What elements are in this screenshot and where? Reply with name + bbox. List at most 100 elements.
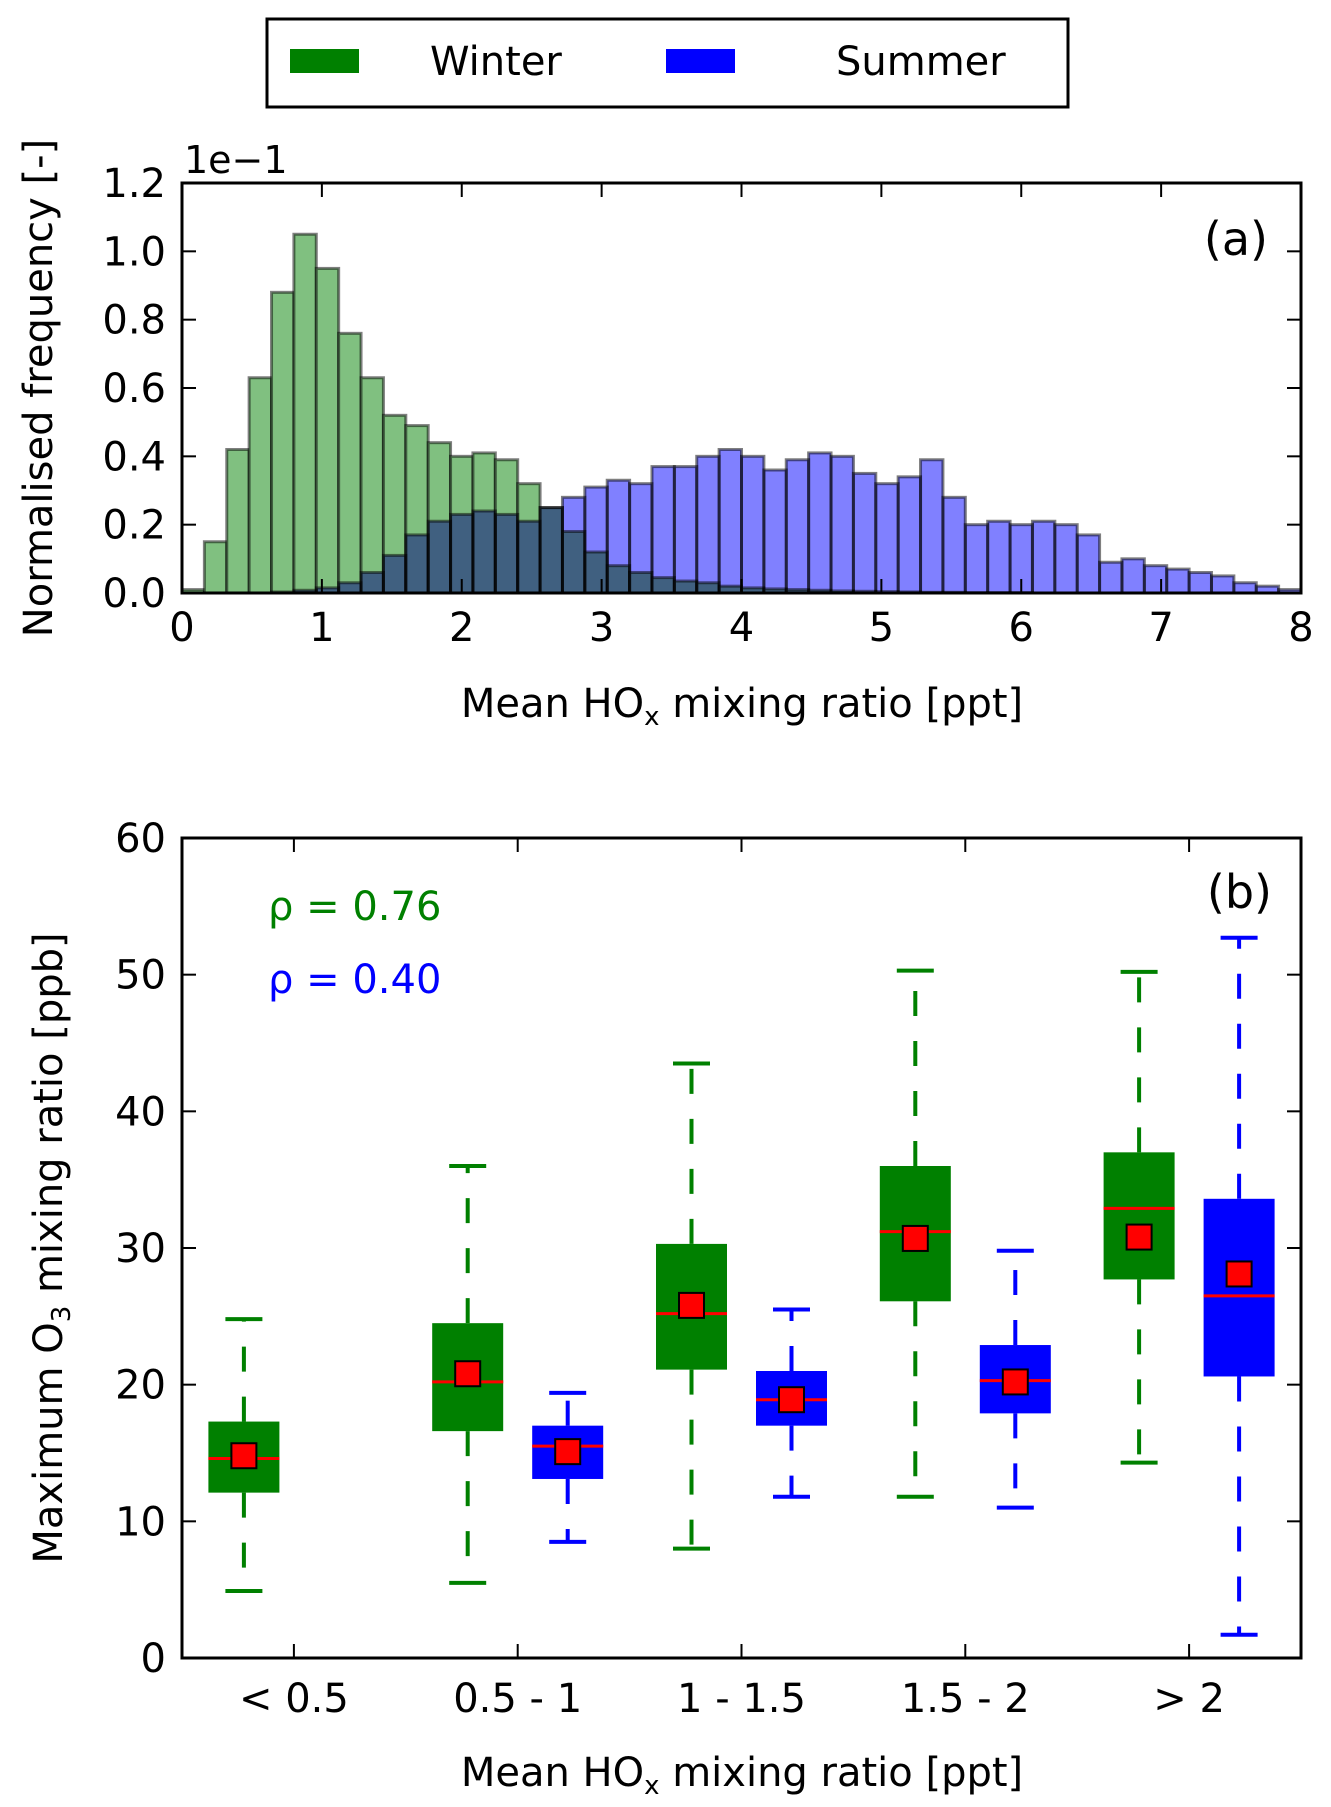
legend-swatch-summer — [666, 49, 735, 73]
legend-label-winter: Winter — [430, 39, 562, 85]
histogram-bar-summer — [762, 468, 788, 595]
y-label-pre: Maximum O — [26, 1322, 72, 1563]
histogram-bar-summer — [1142, 564, 1169, 595]
y-tick-label: 60 — [115, 816, 166, 862]
x-tick-label: 3 — [589, 605, 614, 651]
x-tick-label: 1.5 - 2 — [901, 1676, 1030, 1722]
histogram-bar-summer — [986, 519, 1012, 595]
histogram-bar-winter — [314, 266, 341, 595]
histogram-bar-summer — [337, 581, 363, 595]
x-tick-label: 7 — [1148, 605, 1173, 651]
histogram-bar-winter — [292, 232, 318, 595]
mean-marker-summer — [778, 1386, 805, 1414]
histogram-bar-summer — [941, 495, 967, 595]
histogram-bar-summer — [516, 519, 542, 595]
boxplot-panel-label: (b) — [1207, 865, 1272, 919]
histogram-bar-summer — [829, 454, 855, 595]
histogram-bar-summer — [695, 454, 721, 595]
histogram-bar-summer — [404, 533, 430, 595]
histogram-bar-winter — [270, 290, 296, 595]
x-label-suffix: mixing ratio [ppt] — [660, 1750, 1024, 1796]
histogram-bar-winter — [202, 540, 229, 595]
histogram-bar-summer — [1120, 557, 1146, 595]
histogram-bar-summer — [717, 448, 743, 595]
histogram-bar-summer — [740, 454, 766, 595]
y-tick-label: 40 — [115, 1089, 166, 1135]
histogram-bar-summer — [963, 523, 990, 595]
y-tick-label: 0 — [141, 1636, 166, 1682]
y-tick-label: 10 — [115, 1499, 166, 1545]
y-label-sub: 3 — [47, 1306, 77, 1323]
boxplot-boxes — [208, 935, 1275, 1637]
x-tick-label: 5 — [869, 605, 894, 651]
histogram-bar-winter — [225, 448, 251, 595]
histogram-bar-summer — [381, 553, 408, 595]
x-label-suffix: mixing ratio [ppt] — [660, 681, 1024, 727]
histogram-bar-summer — [605, 478, 632, 595]
histogram-panel-label: (a) — [1204, 212, 1268, 266]
histogram-bar-summer — [1165, 567, 1191, 595]
histogram-bar-summer — [672, 465, 699, 595]
y-tick-label: 0.0 — [102, 571, 166, 617]
histogram-offset-text: 1e−1 — [184, 138, 288, 182]
histogram-bar-summer — [538, 506, 564, 595]
x-tick-label: 0 — [169, 605, 194, 651]
y-tick-label: 30 — [115, 1226, 166, 1272]
box-winter — [1103, 1152, 1175, 1280]
x-label-sub: x — [644, 702, 659, 732]
boxplot-panel: < 0.5 0.5 - 1 1 - 1.5 1.5 - 2 > 2 0 10 20 30 40 5… — [26, 816, 1303, 1801]
histogram-bar-summer — [650, 465, 676, 595]
histogram-y-axis-label: Normalised frequency [-] — [16, 139, 62, 637]
histogram-x-ticks: 0 1 2 3 4 5 6 7 8 — [169, 183, 1314, 651]
y-tick-label: 0.6 — [102, 366, 166, 412]
x-tick-label: > 2 — [1153, 1676, 1225, 1722]
mean-marker-summer — [554, 1438, 582, 1466]
legend: Winter Summer — [265, 17, 1070, 109]
boxplot-y-ticks: 0 10 20 30 40 50 60 — [115, 816, 1301, 1682]
histogram-bar-summer — [896, 475, 923, 595]
histogram-bar-summer — [1030, 519, 1057, 595]
legend-label-summer: Summer — [836, 39, 1006, 85]
histogram-bar-summer — [628, 482, 654, 595]
histogram-bar-summer — [1075, 533, 1102, 595]
boxplot-x-ticks: < 0.5 0.5 - 1 1 - 1.5 1.5 - 2 > 2 — [239, 838, 1225, 1722]
x-label-main: Mean HO — [461, 681, 644, 727]
histogram-bar-winter — [359, 376, 385, 595]
histogram-bar-summer — [851, 471, 878, 595]
boxplot-x-axis-label: Mean HOx mixing ratio [ppt] — [461, 1750, 1023, 1801]
y-label-post: mixing ratio [ppb] — [26, 932, 72, 1305]
x-label-main: Mean HO — [461, 1750, 644, 1796]
histogram-bar-summer — [1053, 523, 1079, 595]
y-tick-label: 0.4 — [102, 434, 166, 480]
histogram-bars — [180, 232, 1303, 595]
histogram-bar-summer — [874, 482, 900, 595]
histogram-bar-summer — [359, 571, 385, 595]
x-tick-label: 1 - 1.5 — [677, 1676, 806, 1722]
histogram-bar-summer — [1187, 571, 1213, 595]
histogram-bar-winter — [247, 376, 274, 595]
correlation-winter: ρ = 0.76 — [268, 884, 441, 930]
y-tick-label: 0.2 — [102, 503, 166, 549]
x-tick-label: 0.5 - 1 — [453, 1676, 582, 1722]
histogram-bar-summer — [919, 458, 945, 595]
x-tick-label: 8 — [1288, 605, 1313, 651]
x-tick-label: 2 — [449, 605, 474, 651]
x-tick-label: 1 — [309, 605, 334, 651]
boxplot-y-axis-label: Maximum O3 mixing ratio [ppb] — [26, 932, 77, 1563]
mean-marker-summer — [1001, 1368, 1029, 1396]
histogram-bar-summer — [426, 519, 453, 595]
y-tick-label: 1.0 — [102, 229, 166, 275]
histogram-bar-summer — [1098, 560, 1124, 595]
mean-marker-summer — [1225, 1260, 1253, 1288]
histogram-panel: 0 1 2 3 4 5 6 7 8 0.0 0.2 0.4 0.6 0.8 1.0 1.2 1e−1 (a)… — [16, 138, 1314, 732]
x-tick-label: < 0.5 — [239, 1676, 349, 1722]
histogram-bar-summer — [560, 495, 587, 595]
histogram-bar-summer — [1209, 574, 1236, 595]
histogram-bar-winter — [337, 331, 363, 595]
mean-marker-winter — [1125, 1223, 1153, 1251]
histogram-bar-summer — [471, 509, 497, 595]
y-tick-label: 1.2 — [102, 161, 166, 207]
y-tick-label: 50 — [115, 953, 166, 999]
correlation-summer: ρ = 0.40 — [268, 957, 441, 1003]
